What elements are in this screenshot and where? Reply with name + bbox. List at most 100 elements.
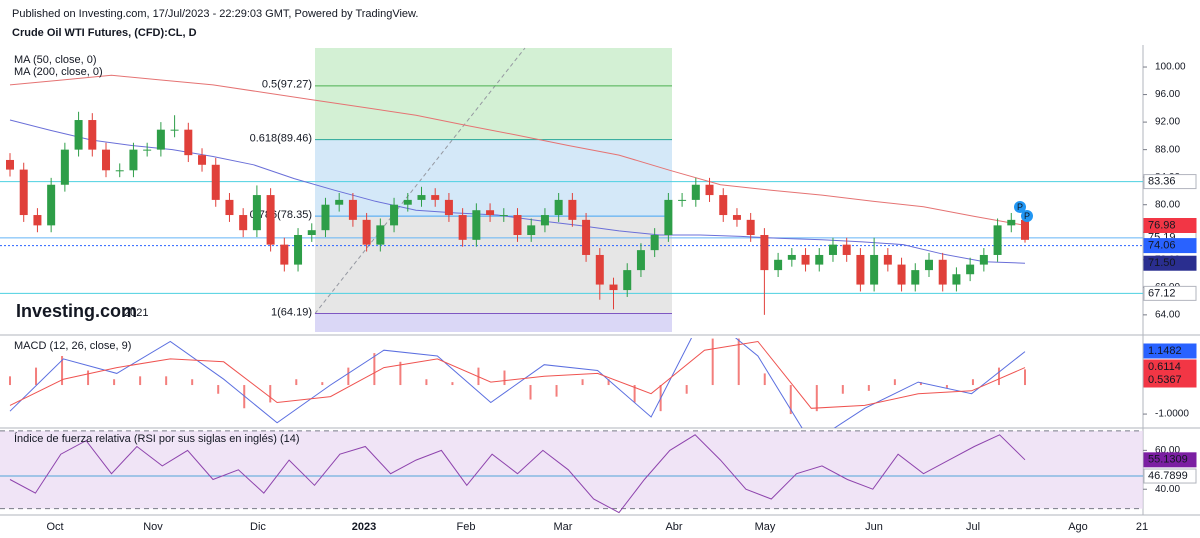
price-tag — [1143, 343, 1197, 359]
candle-body — [787, 254, 796, 260]
candle-body — [403, 199, 412, 205]
histogram-bar — [373, 353, 376, 386]
candle-body — [88, 120, 97, 150]
x-tick-label: May — [755, 521, 776, 533]
candle-body — [307, 230, 316, 235]
moving-average — [9, 74, 1026, 226]
candle-body — [527, 225, 536, 235]
histogram-bar — [945, 385, 948, 388]
histogram-bar — [451, 382, 454, 386]
histogram-bar — [269, 385, 272, 403]
price-tag-label: 0.5367 — [1148, 374, 1182, 386]
candle-body — [856, 254, 865, 285]
legend-entry: MA (200, close, 0) — [14, 66, 103, 78]
histogram-bar — [9, 376, 11, 386]
candle-body — [938, 259, 947, 285]
candle-body — [60, 149, 69, 185]
y-tick-label: 60.00 — [1155, 445, 1180, 456]
price-tag-label: 0.6114 — [1148, 361, 1181, 373]
price-tag — [1143, 238, 1197, 254]
pane-title: MACD (12, 26, close, 9) — [14, 340, 131, 352]
histogram-bar — [191, 379, 194, 386]
candle-body — [348, 199, 357, 220]
rsi-pane — [0, 430, 1143, 514]
candle-body — [678, 199, 687, 201]
x-tick-label: Abr — [665, 521, 682, 533]
histogram-bar — [737, 338, 740, 386]
candle-body — [294, 235, 303, 265]
rsi-band — [0, 430, 1143, 509]
rsi-line — [9, 434, 1026, 514]
candle-body — [801, 254, 810, 265]
x-tick-label: 21 — [1136, 521, 1148, 533]
candle-body — [815, 254, 824, 265]
histogram-bar — [919, 382, 922, 386]
price-tag — [1143, 285, 1197, 301]
symbol-title: Crude Oil WTI Futures, (CFD):CL, D — [12, 27, 197, 39]
event-marker — [1021, 210, 1033, 222]
candle-body — [458, 215, 467, 240]
candle-body — [883, 254, 892, 265]
candle-body — [705, 184, 714, 196]
candle-body — [979, 254, 988, 265]
candle-body — [746, 219, 755, 235]
histogram-bar — [633, 385, 636, 403]
macd-line — [9, 338, 1026, 428]
candle-body — [897, 264, 906, 285]
x-tick-label: Nov — [143, 521, 163, 533]
candle-body — [774, 259, 783, 271]
candle-body — [568, 199, 577, 220]
candle-body — [911, 270, 920, 285]
candle-body — [376, 225, 385, 245]
candle-body — [952, 274, 961, 285]
y-tick-label: 80.00 — [1155, 199, 1180, 210]
candle-body — [390, 204, 399, 226]
price-tag-label: 55.1309 — [1148, 454, 1188, 466]
y-tick-label: 96.00 — [1155, 89, 1180, 100]
histogram-bar — [35, 367, 38, 386]
candle-body — [239, 215, 248, 231]
histogram-bar — [295, 379, 298, 386]
candle-body — [431, 195, 440, 200]
candle-body — [170, 129, 179, 131]
histogram-bar — [87, 370, 90, 386]
histogram-bar — [685, 385, 688, 394]
candle-body — [1021, 219, 1029, 240]
candle-body — [74, 120, 83, 150]
price-tag-label: 1.1482 — [1148, 345, 1182, 357]
candle-body — [156, 129, 165, 150]
histogram-bar — [1024, 369, 1026, 386]
x-tick-label: Jun — [865, 521, 883, 533]
event-marker-label: P — [1024, 211, 1030, 221]
candle-body — [362, 219, 371, 245]
histogram-bar — [113, 379, 116, 386]
candle-body — [1007, 219, 1016, 226]
candle-body — [636, 250, 645, 271]
candle-body — [993, 225, 1002, 255]
candle-body — [966, 264, 975, 275]
candle-body — [540, 215, 549, 226]
candle-body — [280, 244, 289, 265]
candle-body — [554, 199, 563, 216]
candle-body — [184, 129, 193, 156]
candle-body — [924, 259, 933, 271]
published-note: Published on Investing.com, 17/Jul/2023 … — [12, 8, 418, 20]
histogram-bar — [841, 385, 844, 394]
price-tag-label: 67.12 — [1148, 287, 1176, 299]
candle-body — [252, 195, 261, 231]
candle-body — [129, 149, 138, 171]
candle-body — [664, 199, 673, 235]
y-tick-label: 100.00 — [1155, 62, 1186, 73]
histogram-bar — [581, 379, 584, 386]
event-marker — [1014, 201, 1026, 213]
candle-body — [47, 184, 56, 226]
candle-body — [732, 215, 741, 220]
fib-zone — [315, 313, 672, 332]
histogram-bar — [529, 385, 532, 400]
price-tag — [1143, 174, 1197, 190]
candle-body — [33, 215, 42, 226]
candle-body — [472, 210, 481, 240]
price-tag-label: 74.06 — [1148, 240, 1176, 252]
price-tag — [1143, 452, 1197, 468]
